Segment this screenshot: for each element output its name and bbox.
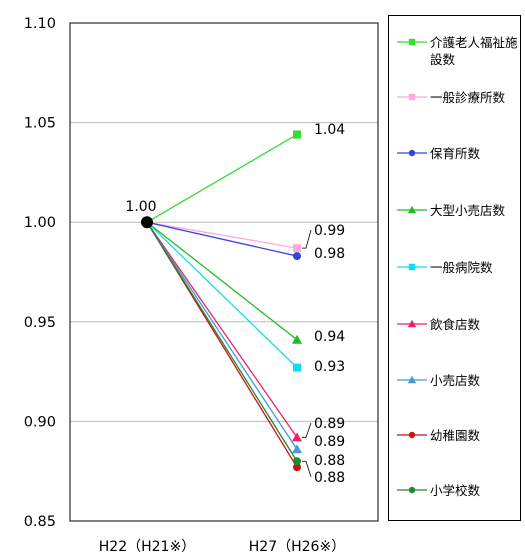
x-axis-ticks: H22（H21※） H27（H26※） xyxy=(99,539,345,555)
legend-label: 保育所数 xyxy=(430,146,481,161)
data-point xyxy=(293,244,301,253)
data-point xyxy=(293,130,301,139)
series-line xyxy=(146,221,298,462)
legend-swatch-marker xyxy=(408,149,416,157)
series-line xyxy=(146,221,298,369)
legend-label: 大型小売店数 xyxy=(430,203,506,218)
plot-area xyxy=(69,22,379,522)
data-label: 0.88 xyxy=(314,470,345,486)
legend-swatch xyxy=(397,149,427,157)
legend-swatch-marker xyxy=(407,319,417,328)
legend-swatch xyxy=(397,319,427,328)
leader-line xyxy=(302,229,312,249)
legend-swatch-marker xyxy=(408,93,416,101)
data-point xyxy=(293,457,301,466)
data-labels: 1.00 1.04 0.99 0.98 0.94 0.93 0.89 0.89 0.880.88 xyxy=(125,122,345,486)
legend-swatch-marker xyxy=(407,205,417,214)
y-tick-label: 1.00 xyxy=(24,215,56,231)
legend-label: 幼稚園数 xyxy=(430,428,481,443)
data-point xyxy=(293,463,301,472)
legend-label: 小売店数 xyxy=(430,373,481,388)
legend-swatch xyxy=(397,375,427,384)
legend-label: 一般診療所数 xyxy=(430,90,506,105)
x-tick-label: H27（H26※） xyxy=(249,539,345,555)
y-tick-label: 1.10 xyxy=(24,16,56,32)
data-label: 0.94 xyxy=(314,329,345,345)
series-line xyxy=(146,133,298,223)
y-tick-label: 0.85 xyxy=(24,514,56,530)
data-label: 0.93 xyxy=(314,359,345,375)
series-line xyxy=(146,221,298,249)
legend-swatch-marker xyxy=(408,263,416,271)
legend-swatch xyxy=(397,431,427,439)
legend-swatch-marker xyxy=(408,431,416,439)
legend-label: 介護老人福祉施設数 xyxy=(430,35,518,67)
data-point xyxy=(292,432,302,442)
data-label: 0.98 xyxy=(314,246,345,262)
data-label: 1.04 xyxy=(314,122,345,138)
legend-swatch-marker xyxy=(408,38,416,46)
data-label: 0.99 xyxy=(314,223,345,239)
leader-line xyxy=(302,460,312,478)
data-label: 0.88 xyxy=(314,453,345,469)
legend-label: 一般病院数 xyxy=(430,260,493,275)
y-tick-label: 1.05 xyxy=(24,116,56,132)
data-label: 0.89 xyxy=(314,416,345,432)
start-label: 1.00 xyxy=(125,199,156,215)
data-point xyxy=(293,252,301,261)
y-tick-label: 0.90 xyxy=(24,414,56,430)
series-line xyxy=(146,221,298,450)
data-label: 0.89 xyxy=(314,434,345,450)
data-point xyxy=(292,444,302,454)
x-tick-label: H22（H21※） xyxy=(99,539,195,555)
legend-swatch xyxy=(397,93,427,101)
series-line xyxy=(146,221,298,341)
legend: 介護老人福祉施設数一般診療所数 保育所数大型小売店数 一般病院数飲食店数小売店数幼稚… xyxy=(388,15,521,521)
y-tick-label: 0.95 xyxy=(24,315,56,331)
legend-swatch-marker xyxy=(408,486,416,494)
series-line xyxy=(146,221,298,257)
legend-swatch xyxy=(397,205,427,214)
legend-swatch xyxy=(397,38,427,46)
data-point xyxy=(293,363,301,372)
leader-line xyxy=(302,422,312,438)
legend-label: 小学校数 xyxy=(430,483,481,498)
legend-swatch xyxy=(397,486,427,494)
start-point xyxy=(141,216,153,229)
series-lines xyxy=(141,130,302,472)
legend-swatch-marker xyxy=(407,375,417,384)
legend-swatch xyxy=(397,263,427,271)
y-axis-ticks: 0.85 0.90 0.95 1.00 1.05 1.10 xyxy=(24,16,56,530)
grid-lines xyxy=(70,122,378,422)
data-point xyxy=(292,334,302,344)
legend-label: 飲食店数 xyxy=(430,317,481,332)
series-line xyxy=(146,221,298,438)
